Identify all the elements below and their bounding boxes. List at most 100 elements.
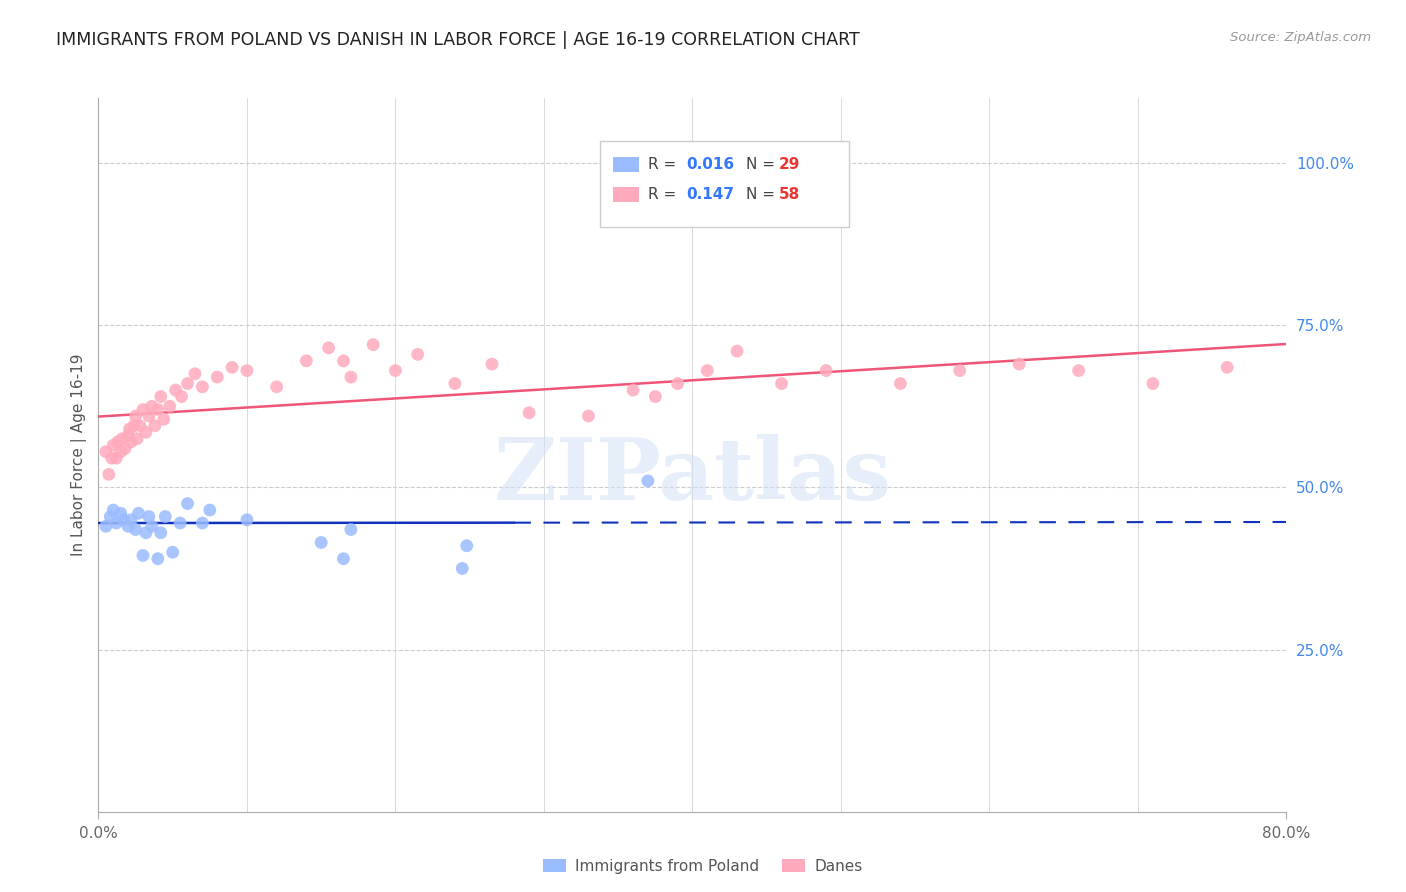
Point (696, 363, 718, 377)
Point (191, 380, 214, 394)
Text: N =: N = (747, 187, 775, 202)
Point (170, 390, 193, 404)
Point (112, 513, 135, 527)
Point (637, 474, 659, 488)
Point (578, 409, 600, 423)
Point (97, 467, 120, 482)
Point (94, 519, 117, 533)
Point (517, 406, 540, 420)
Point (143, 418, 166, 433)
Point (191, 516, 214, 530)
Point (318, 341, 340, 355)
Point (815, 363, 838, 377)
Point (117, 428, 139, 442)
Point (152, 412, 174, 426)
Point (110, 506, 132, 520)
Point (165, 383, 187, 397)
Point (159, 399, 181, 413)
Point (120, 434, 142, 449)
Point (105, 451, 128, 466)
Point (141, 519, 163, 533)
Text: 0.016: 0.016 (686, 157, 735, 172)
Point (125, 432, 148, 446)
Point (101, 451, 124, 466)
Point (1142, 376, 1164, 391)
Point (111, 432, 134, 446)
Point (332, 354, 354, 368)
Point (169, 516, 191, 530)
Point (162, 545, 184, 559)
Point (1008, 357, 1031, 371)
Point (135, 525, 157, 540)
Point (132, 549, 155, 563)
Point (94, 444, 117, 458)
Point (132, 402, 155, 417)
Point (124, 409, 146, 423)
Point (332, 551, 354, 566)
Point (666, 376, 689, 391)
Text: R =: R = (648, 187, 682, 202)
Point (118, 422, 141, 436)
Point (198, 503, 221, 517)
Point (406, 347, 429, 361)
Point (98, 509, 121, 524)
Point (221, 360, 243, 375)
Point (129, 418, 152, 433)
Point (120, 513, 142, 527)
Point (621, 383, 644, 397)
Point (176, 376, 198, 391)
Point (103, 438, 125, 452)
Point (340, 523, 363, 537)
Text: R =: R = (648, 157, 682, 172)
Text: IMMIGRANTS FROM POLAND VS DANISH IN LABOR FORCE | AGE 16-19 CORRELATION CHART: IMMIGRANTS FROM POLAND VS DANISH IN LABO… (56, 31, 860, 49)
Point (1067, 363, 1090, 377)
Text: 58: 58 (779, 187, 800, 202)
Point (176, 497, 198, 511)
Point (105, 516, 128, 530)
Point (295, 354, 318, 368)
Point (266, 380, 288, 394)
Point (949, 363, 972, 377)
Point (1216, 360, 1239, 375)
Text: 29: 29 (779, 157, 800, 172)
Point (236, 513, 259, 527)
FancyBboxPatch shape (600, 141, 849, 227)
Point (103, 503, 125, 517)
Point (146, 402, 169, 417)
Point (456, 539, 478, 553)
Point (481, 357, 503, 371)
Point (141, 399, 163, 413)
Bar (613, 157, 638, 171)
Point (384, 363, 406, 377)
Point (114, 442, 136, 456)
Point (443, 376, 465, 391)
Text: 0.147: 0.147 (686, 187, 734, 202)
Point (146, 551, 169, 566)
Point (117, 519, 139, 533)
Point (725, 344, 748, 359)
Text: N =: N = (747, 157, 775, 172)
Point (889, 376, 911, 391)
Point (149, 525, 172, 540)
Point (107, 434, 129, 449)
Point (110, 444, 132, 458)
Text: ZIPatlas: ZIPatlas (494, 434, 891, 518)
Y-axis label: In Labor Force | Age 16-19: In Labor Force | Age 16-19 (72, 353, 87, 557)
Legend: Immigrants from Poland, Danes: Immigrants from Poland, Danes (537, 853, 869, 880)
Point (122, 418, 145, 433)
Point (340, 370, 363, 384)
Point (155, 509, 177, 524)
Point (207, 370, 229, 384)
Point (236, 363, 259, 377)
Point (309, 535, 332, 549)
Point (128, 506, 150, 520)
Point (184, 367, 207, 381)
Point (135, 425, 157, 440)
Point (361, 337, 384, 351)
Point (770, 376, 793, 391)
Point (451, 561, 474, 575)
Text: Source: ZipAtlas.com: Source: ZipAtlas.com (1230, 31, 1371, 45)
Point (124, 523, 146, 537)
Point (138, 509, 160, 524)
Point (138, 409, 160, 423)
